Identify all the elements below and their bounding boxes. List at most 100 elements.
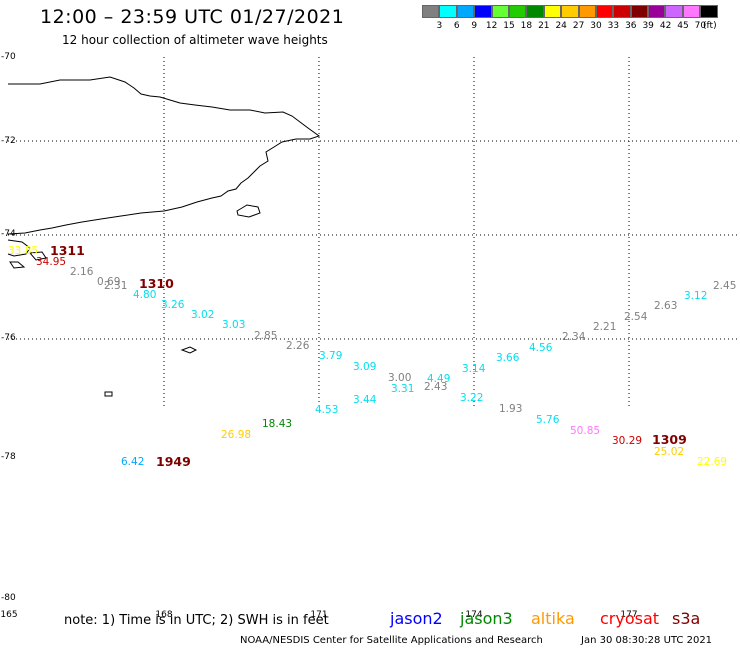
color-swatch (491, 5, 509, 18)
map-title: 12:00 – 23:59 UTC 01/27/2021 (40, 6, 345, 28)
color-scale-tick: 30 (590, 21, 602, 31)
color-scale-tick: 39 (642, 21, 654, 31)
wave-height-value: 0.69 (97, 276, 121, 288)
generated-timestamp: Jan 30 08:30:28 UTC 2021 (581, 635, 713, 646)
wave-height-value: 2.54 (624, 311, 648, 323)
color-swatch (648, 5, 666, 18)
wave-height-value: 3.31 (391, 383, 415, 395)
legend-altika: altika (531, 609, 575, 628)
lon-label: 177 (620, 610, 638, 620)
wave-height-value: 2.63 (654, 300, 678, 312)
color-scale-tick: 45 (677, 21, 689, 31)
wave-height-value: 3.79 (319, 350, 343, 362)
color-scale-tick: 15 (503, 21, 515, 31)
wave-height-value: 34.95 (36, 256, 67, 268)
wave-height-value: 33.85 (8, 245, 39, 257)
color-scale-tick: 6 (453, 21, 460, 31)
color-scale-tick: 18 (520, 21, 533, 31)
map-subtitle: 12 hour collection of altimeter wave hei… (62, 33, 328, 47)
color-swatch (474, 5, 492, 18)
lat-label: -76 (1, 333, 16, 343)
wave-height-value: 3.09 (353, 361, 377, 373)
color-scale-tick: 33 (607, 21, 620, 31)
wave-height-value: 2.16 (70, 266, 94, 278)
wave-height-value: 4.80 (133, 289, 157, 301)
color-scale-bar (422, 5, 718, 18)
wave-height-value: 3.00 (388, 372, 412, 384)
color-scale-tick: 36 (625, 21, 637, 31)
color-swatch (456, 5, 475, 18)
wave-height-value: 30.29 (612, 435, 643, 447)
wave-height-value: 2.45 (713, 280, 737, 292)
wave-height-value: 3.22 (460, 392, 484, 404)
wave-height-value: 2.43 (424, 381, 448, 393)
color-scale-unit: (ft) (703, 21, 717, 31)
wave-height-value: 50.85 (570, 425, 601, 437)
legend-s3a: s3a (672, 609, 701, 628)
lon-label: 171 (310, 610, 328, 620)
wave-height-value: 3.12 (684, 290, 708, 302)
wave-height-value: 2.34 (562, 331, 586, 343)
color-swatch (526, 5, 544, 18)
pass-label: 1311 (50, 243, 85, 258)
wave-height-value: 22.69 (697, 456, 728, 468)
graticule (8, 57, 740, 406)
color-swatch (578, 5, 596, 18)
color-swatch (422, 5, 440, 18)
lat-label: -80 (1, 593, 16, 603)
wave-height-value: 6.42 (121, 456, 145, 468)
coastline (7, 76, 321, 397)
pass-label: 1310 (139, 276, 174, 291)
legend-jason2: jason2 (390, 609, 443, 628)
wave-height-value: 25.02 (654, 446, 685, 458)
wave-height-value: 2.26 (286, 340, 310, 352)
color-swatch (508, 5, 527, 18)
color-swatch (630, 5, 649, 18)
wave-height-value: 3.14 (462, 363, 486, 375)
color-scale-tick: 42 (659, 21, 672, 31)
legend-jason3: jason3 (460, 609, 513, 628)
color-scale-tick: 21 (538, 21, 550, 31)
color-swatch (439, 5, 457, 18)
color-swatch (561, 5, 579, 18)
color-swatch (682, 5, 701, 18)
wave-height-value: 3.03 (222, 319, 246, 331)
wave-height-value: 3.26 (161, 299, 185, 311)
units-note: note: 1) Time is in UTC; 2) SWH is in fe… (64, 613, 329, 628)
wave-height-value: 2.21 (593, 321, 617, 333)
color-scale-tick: 3 (436, 21, 443, 31)
lat-label: -74 (1, 229, 16, 239)
color-scale-tick: 70 (694, 21, 707, 31)
color-scale-tick: 24 (555, 21, 567, 31)
lat-label: -70 (1, 52, 16, 62)
wave-height-value: 3.44 (353, 394, 377, 406)
pass-label: 1309 (652, 432, 687, 447)
lon-label: 165 (0, 610, 18, 620)
color-scale-labels: 3 6 9 12 15 18 21 24 27 30 33 36 39 42 45 70 (ft) (422, 21, 740, 33)
color-swatch (665, 5, 683, 18)
wave-height-value: 1.93 (499, 403, 523, 415)
wave-height-value: 3.02 (191, 309, 215, 321)
color-swatch (613, 5, 631, 18)
wave-height-value: 4.49 (427, 373, 451, 385)
color-swatch (700, 5, 718, 18)
lat-label: -72 (1, 136, 16, 146)
wave-height-value: 4.53 (315, 404, 339, 416)
legend-cryosat: cryosat (600, 609, 660, 628)
color-swatch (595, 5, 614, 18)
lon-label: 174 (465, 610, 483, 620)
pass-label: 1949 (156, 454, 191, 469)
color-scale-tick: 9 (471, 21, 478, 31)
wave-height-value: 26.98 (221, 429, 252, 441)
wave-height-value: 2.85 (254, 330, 278, 342)
credit-line: NOAA/NESDIS Center for Satellite Applica… (240, 635, 543, 646)
wave-height-value: 4.56 (529, 342, 553, 354)
color-scale-tick: 27 (572, 21, 585, 31)
wave-height-value: 2.31 (104, 280, 128, 292)
wave-height-value: 5.76 (536, 414, 560, 426)
color-swatch (543, 5, 562, 18)
lat-label: -78 (1, 452, 16, 462)
wave-height-value: 18.43 (262, 418, 293, 430)
lon-label: 168 (155, 610, 173, 620)
